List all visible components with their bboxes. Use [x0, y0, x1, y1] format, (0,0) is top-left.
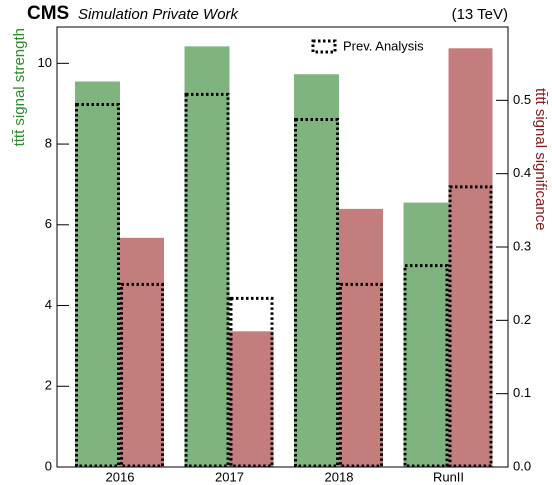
bar — [120, 237, 164, 467]
bar — [75, 81, 120, 467]
y2-tick-label: 0.3 — [513, 238, 531, 253]
legend-swatch — [311, 39, 337, 54]
prev-bar — [448, 185, 493, 468]
prev-bar — [229, 296, 274, 468]
y-tick-label: 4 — [45, 297, 52, 312]
chart-title: CMS — [27, 3, 69, 24]
x-tick-label: RunII — [433, 469, 464, 484]
y-tick-label: 0 — [45, 458, 52, 473]
bar — [294, 74, 339, 467]
chart-subtitle: Simulation Private Work — [78, 6, 240, 23]
x-tick-label: 2018 — [325, 469, 354, 484]
x-tick-label: 2016 — [106, 469, 135, 484]
prev-bar — [339, 282, 383, 468]
bar — [403, 202, 449, 468]
bar — [448, 48, 493, 468]
y2-tick-label: 0.0 — [513, 458, 531, 473]
legend-label: Prev. Analysis — [343, 38, 424, 53]
prev-bar — [120, 282, 164, 468]
y2-axis-label: tt̄tt̄ signal significance — [532, 88, 549, 231]
y-tick-label: 2 — [45, 378, 52, 393]
x-tick-label: 2017 — [215, 469, 244, 484]
y2-tick-label: 0.1 — [513, 385, 531, 400]
energy-label: (13 TeV) — [452, 6, 508, 23]
y2-tick-label: 0.4 — [513, 165, 531, 180]
y-tick-label: 6 — [45, 216, 52, 231]
y2-tick-label: 0.5 — [513, 92, 531, 107]
prev-bar — [294, 117, 339, 468]
prev-bar — [403, 264, 449, 468]
y-axis-label: tt̄tt̄ signal strength — [11, 28, 28, 146]
prev-bar — [184, 92, 230, 468]
y-tick-label: 8 — [45, 136, 52, 151]
bar — [229, 331, 274, 467]
y-tick-label: 10 — [38, 55, 52, 70]
y2-tick-label: 0.2 — [513, 312, 531, 327]
bar — [339, 208, 383, 467]
bar — [184, 46, 230, 467]
prev-bar — [75, 103, 120, 468]
